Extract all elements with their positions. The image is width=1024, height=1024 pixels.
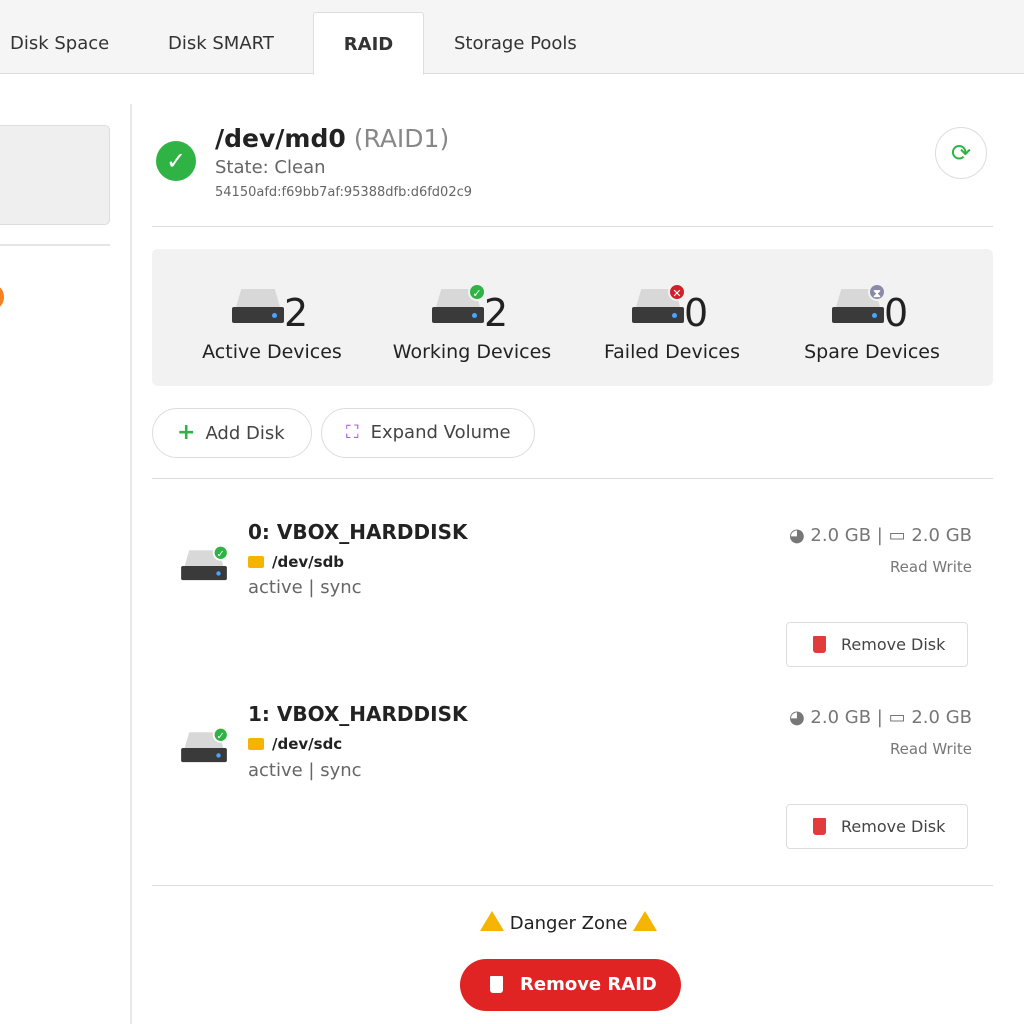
danger-zone-title: Danger Zone [509, 913, 628, 934]
folder-icon [248, 556, 264, 568]
disk-size: ◕ 2.0 GB | ▭ 2.0 GB [788, 525, 972, 546]
expand-volume-label: Expand Volume [370, 422, 511, 443]
raid-title: /dev/md0 (RAID1) [215, 124, 449, 153]
remove-disk-button[interactable]: Remove Disk [786, 622, 968, 667]
stat-value: 2 [284, 291, 309, 335]
plus-icon: + [177, 420, 196, 445]
hdd-icon: ▭ [888, 707, 906, 728]
raid-list-item[interactable] [0, 125, 110, 225]
drive-check-icon: ✓ [432, 283, 486, 325]
pie-chart-icon: ◕ [788, 525, 805, 546]
disk-path: /dev/sdb [248, 553, 344, 571]
refresh-button[interactable]: ⟳ [935, 127, 987, 179]
stat-label: Active Devices [202, 341, 342, 363]
disk-mode: Read Write [889, 558, 972, 576]
remove-raid-button[interactable]: Remove RAID [460, 959, 681, 1011]
hdd-icon: ▭ [888, 525, 906, 546]
column-divider [130, 104, 132, 1024]
refresh-icon: ⟳ [950, 139, 972, 167]
disk-size: ◕ 2.0 GB | ▭ 2.0 GB [788, 707, 972, 728]
tab-bar: Disk Space Disk SMART RAID Storage Pools [0, 0, 1024, 75]
status-check-icon: ✓ [156, 141, 196, 181]
disk-status: active | sync [248, 577, 362, 598]
stat-label: Working Devices [392, 341, 552, 363]
disk-path: /dev/sdc [248, 735, 342, 753]
tab-disk-space[interactable]: Disk Space [10, 33, 110, 54]
stat-value: 2 [484, 291, 509, 335]
disk-path-text: /dev/sdc [272, 735, 343, 753]
disk-used: 2.0 GB [810, 525, 872, 546]
divider [0, 244, 110, 246]
disk-name: 1: VBOX_HARDDISK [248, 702, 468, 726]
stat-spare-devices: ⧗ 0 Spare Devices [772, 249, 972, 386]
expand-icon: ⛶ [346, 422, 359, 443]
remove-disk-button[interactable]: Remove Disk [786, 804, 968, 849]
remove-raid-label: Remove RAID [520, 974, 657, 995]
danger-zone-heading: Danger Zone [480, 911, 658, 934]
stat-failed-devices: ✕ 0 Failed Devices [572, 249, 772, 386]
trash-icon [813, 818, 826, 835]
trash-icon [490, 976, 503, 993]
raid-uuid: 54150afd:f69bb7af:95388dfb:d6fd02c9 [215, 185, 473, 200]
stat-value: 0 [684, 291, 709, 335]
expand-volume-button[interactable]: ⛶ Expand Volume [321, 408, 535, 458]
folder-icon [248, 738, 264, 750]
raid-state: State: Clean [215, 157, 326, 178]
tab-disk-smart[interactable]: Disk SMART [168, 33, 274, 54]
warning-icon [633, 911, 658, 931]
stat-label: Spare Devices [804, 341, 940, 363]
raid-device: /dev/md0 [215, 124, 346, 153]
tab-storage-pools[interactable]: Storage Pools [454, 33, 577, 54]
remove-disk-label: Remove Disk [841, 635, 946, 654]
stat-value: 0 [884, 291, 909, 335]
drive-icon [232, 289, 284, 325]
disk-name: 0: VBOX_HARDDISK [248, 520, 468, 544]
drive-failed-icon: ✕ [632, 283, 686, 325]
drive-spare-icon: ⧗ [832, 283, 886, 325]
remove-disk-label: Remove Disk [841, 817, 946, 836]
drive-check-icon: ✓ [181, 726, 229, 764]
raid-level: (RAID1) [353, 124, 450, 153]
disk-path-text: /dev/sdb [272, 553, 345, 571]
stat-active-devices: 2 Active Devices [172, 249, 372, 386]
disk-capacity: 2.0 GB [911, 707, 972, 728]
disk-capacity: 2.0 GB [911, 525, 972, 546]
add-raid-icon[interactable] [0, 286, 4, 308]
disk-used: 2.0 GB [810, 707, 872, 728]
divider [152, 478, 993, 479]
raid-stats-panel: 2 Active Devices ✓ 2 Working Devices ✕ 0… [152, 249, 993, 386]
trash-icon [813, 636, 826, 653]
divider [152, 885, 993, 886]
tab-raid[interactable]: RAID [313, 12, 424, 75]
stat-label: Failed Devices [603, 341, 741, 363]
warning-icon [480, 911, 504, 931]
add-disk-label: Add Disk [205, 423, 285, 444]
divider [152, 226, 993, 227]
drive-check-icon: ✓ [181, 544, 229, 582]
disk-mode: Read Write [889, 740, 972, 758]
pie-chart-icon: ◕ [788, 707, 805, 728]
add-disk-button[interactable]: + Add Disk [152, 408, 312, 458]
disk-status: active | sync [248, 760, 362, 781]
stat-working-devices: ✓ 2 Working Devices [372, 249, 572, 386]
